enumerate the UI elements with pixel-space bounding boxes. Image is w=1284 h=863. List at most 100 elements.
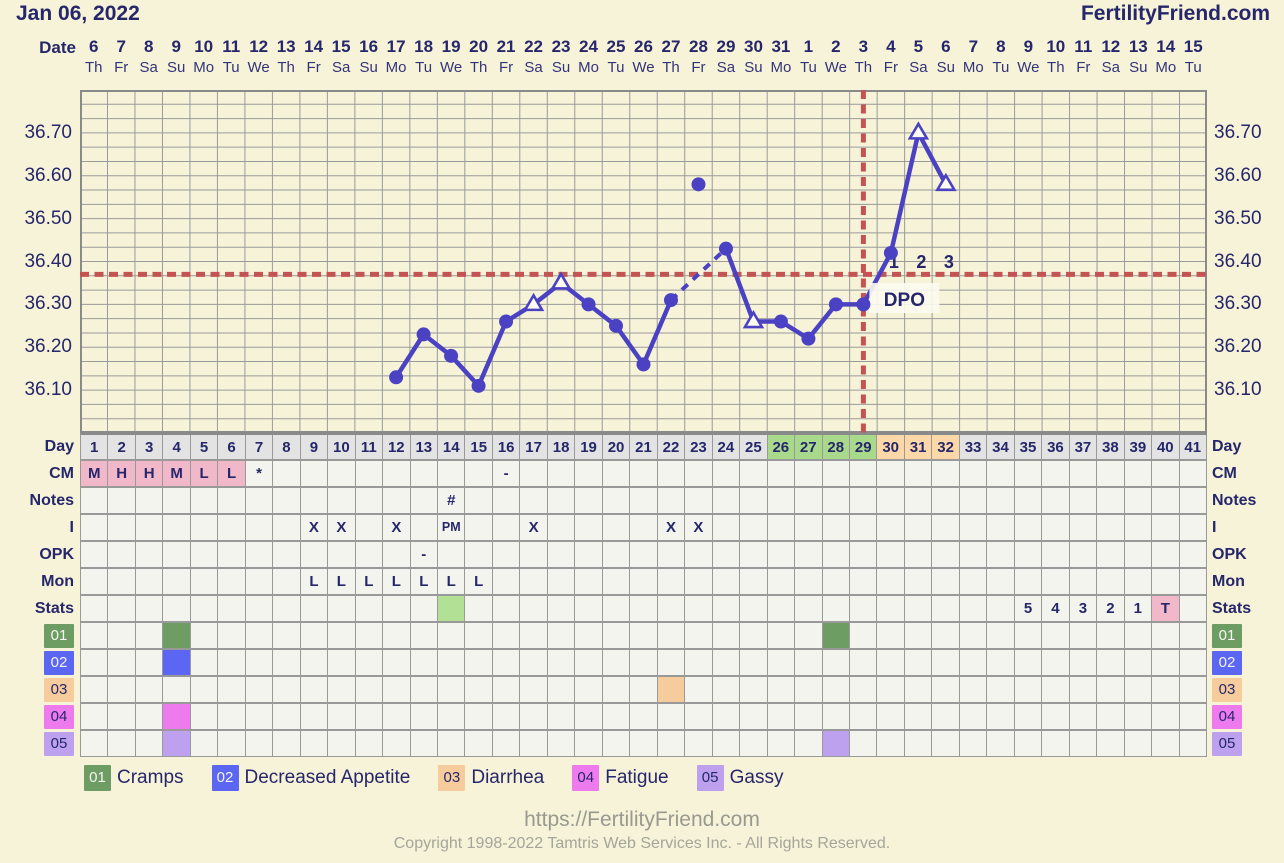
cell-i-day27[interactable] [795, 515, 823, 541]
cell-day-day30[interactable]: 30 [877, 435, 905, 460]
cell-day-day37[interactable]: 37 [1069, 435, 1098, 460]
cell-mon-day26[interactable] [767, 569, 796, 595]
cell-sym3-day12[interactable] [383, 677, 411, 703]
cell-i-day35[interactable] [1014, 515, 1043, 541]
cell-sym2-day12[interactable] [383, 650, 411, 676]
cell-i-day40[interactable] [1152, 515, 1180, 541]
cell-sym4-day30[interactable] [877, 704, 905, 730]
cell-cm-day5[interactable]: L [190, 461, 219, 487]
cell-opk-day16[interactable] [492, 542, 521, 568]
cell-i-day6[interactable] [218, 515, 246, 541]
cell-sym4-day21[interactable] [630, 704, 658, 730]
cell-sym3-day4[interactable] [163, 677, 191, 703]
cell-sym4-day13[interactable] [410, 704, 439, 730]
cell-sym3-day6[interactable] [218, 677, 246, 703]
cell-i-day20[interactable] [602, 515, 631, 541]
cell-i-day18[interactable] [547, 515, 576, 541]
cell-cm-day15[interactable] [465, 461, 493, 487]
cell-sym3-day18[interactable] [547, 677, 576, 703]
cell-i-day24[interactable] [712, 515, 741, 541]
cell-sym1-day37[interactable] [1069, 623, 1098, 649]
cell-sym4-day36[interactable] [1042, 704, 1070, 730]
cell-mon-day24[interactable] [712, 569, 741, 595]
cell-mon-day2[interactable] [108, 569, 136, 595]
cell-opk-day30[interactable] [877, 542, 905, 568]
cell-cm-day28[interactable] [822, 461, 850, 487]
cell-cm-day36[interactable] [1042, 461, 1070, 487]
cell-sym4-day25[interactable] [740, 704, 768, 730]
cell-sym3-day32[interactable] [932, 677, 960, 703]
cell-opk-day4[interactable] [163, 542, 191, 568]
cell-stats-day7[interactable] [245, 596, 274, 622]
cell-mon-day16[interactable] [492, 569, 521, 595]
cell-sym5-day26[interactable] [767, 731, 796, 757]
cell-sym4-day34[interactable] [987, 704, 1015, 730]
cell-stats-day31[interactable] [904, 596, 933, 622]
cell-sym4-day40[interactable] [1152, 704, 1180, 730]
cell-notes-day20[interactable] [602, 488, 631, 514]
cell-stats-day22[interactable] [657, 596, 686, 622]
cell-stats-day35[interactable]: 5 [1014, 596, 1043, 622]
cell-mon-day12[interactable]: L [383, 569, 411, 595]
cell-day-day4[interactable]: 4 [163, 435, 191, 460]
cell-day-day14[interactable]: 14 [438, 435, 466, 460]
cell-sym1-day21[interactable] [630, 623, 658, 649]
cell-sym2-day33[interactable] [959, 650, 988, 676]
cell-notes-day34[interactable] [987, 488, 1015, 514]
cell-sym1-day20[interactable] [602, 623, 631, 649]
cell-opk-day39[interactable] [1124, 542, 1153, 568]
cell-sym1-day7[interactable] [245, 623, 274, 649]
cell-notes-day31[interactable] [904, 488, 933, 514]
temp-point[interactable] [581, 297, 596, 312]
cell-day-day11[interactable]: 11 [355, 435, 384, 460]
cell-sym2-day8[interactable] [273, 650, 301, 676]
cell-sym2-day28[interactable] [822, 650, 850, 676]
cell-sym3-day13[interactable] [410, 677, 439, 703]
cell-sym3-day16[interactable] [492, 677, 521, 703]
temp-point[interactable] [499, 314, 514, 329]
footer-url[interactable]: https://FertilityFriend.com [524, 808, 760, 831]
cell-opk-day31[interactable] [904, 542, 933, 568]
cell-sym4-day38[interactable] [1097, 704, 1125, 730]
cell-sym5-day4[interactable] [163, 731, 191, 757]
cell-opk-day13[interactable]: - [410, 542, 439, 568]
cell-sym2-day35[interactable] [1014, 650, 1043, 676]
cell-i-day11[interactable] [355, 515, 384, 541]
cell-cm-day30[interactable] [877, 461, 905, 487]
temp-point-triangle[interactable] [907, 121, 930, 140]
cell-i-day2[interactable] [108, 515, 136, 541]
cell-stats-day29[interactable] [849, 596, 878, 622]
cell-sym4-day18[interactable] [547, 704, 576, 730]
cell-i-day15[interactable] [465, 515, 493, 541]
cell-cm-day16[interactable]: - [492, 461, 521, 487]
cell-notes-day2[interactable] [108, 488, 136, 514]
cell-sym3-day19[interactable] [575, 677, 603, 703]
cell-sym5-day15[interactable] [465, 731, 493, 757]
cell-day-day31[interactable]: 31 [904, 435, 933, 460]
cell-sym2-day25[interactable] [740, 650, 768, 676]
cell-i-day26[interactable] [767, 515, 796, 541]
cell-sym3-day29[interactable] [849, 677, 878, 703]
cell-sym5-day14[interactable] [438, 731, 466, 757]
cell-sym5-day17[interactable] [520, 731, 548, 757]
cell-mon-day8[interactable] [273, 569, 301, 595]
cell-cm-day39[interactable] [1124, 461, 1153, 487]
cell-opk-day7[interactable] [245, 542, 274, 568]
cell-sym1-day30[interactable] [877, 623, 905, 649]
cell-day-day25[interactable]: 25 [740, 435, 768, 460]
cell-notes-day21[interactable] [630, 488, 658, 514]
cell-sym4-day1[interactable] [81, 704, 109, 730]
cell-sym1-day3[interactable] [135, 623, 164, 649]
cell-cm-day25[interactable] [740, 461, 768, 487]
cell-day-day17[interactable]: 17 [520, 435, 548, 460]
cell-notes-day4[interactable] [163, 488, 191, 514]
cell-sym2-day20[interactable] [602, 650, 631, 676]
cell-notes-day6[interactable] [218, 488, 246, 514]
cell-stats-day17[interactable] [520, 596, 548, 622]
cell-notes-day15[interactable] [465, 488, 493, 514]
cell-opk-day25[interactable] [740, 542, 768, 568]
cell-i-day17[interactable]: X [520, 515, 548, 541]
cell-sym3-day10[interactable] [328, 677, 356, 703]
temperature-chart[interactable]: DPO 1 2 3 [80, 90, 1207, 433]
cell-i-day4[interactable] [163, 515, 191, 541]
